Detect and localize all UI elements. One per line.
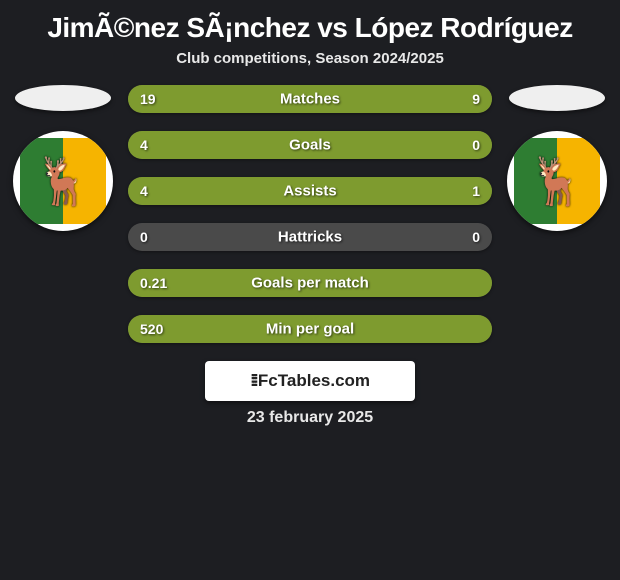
stat-row: 0.21 Goals per match bbox=[128, 269, 492, 297]
player2-column: 🦌 bbox=[502, 85, 612, 231]
page-title: JimÃ©nez SÃ¡nchez vs López Rodríguez bbox=[0, 0, 620, 50]
stat-row: 4 Assists 1 bbox=[128, 177, 492, 205]
stat-row: 0 Hattricks 0 bbox=[128, 223, 492, 251]
stat-label: Goals per match bbox=[251, 275, 369, 292]
player1-club-badge: 🦌 bbox=[13, 131, 113, 231]
stat-value-right: 9 bbox=[472, 91, 480, 107]
player2-club-badge: 🦌 bbox=[507, 131, 607, 231]
player1-flag-icon bbox=[15, 85, 111, 111]
stat-value-left: 0 bbox=[140, 229, 148, 245]
stat-value-left: 520 bbox=[140, 321, 163, 337]
brand-text: FcTables.com bbox=[258, 371, 370, 390]
stat-label: Assists bbox=[283, 183, 336, 200]
brand-spark-icon: ⁞⁞⁞ bbox=[250, 371, 255, 390]
stat-value-right: 0 bbox=[472, 229, 480, 245]
stat-label: Min per goal bbox=[266, 321, 354, 338]
stat-value-left: 0.21 bbox=[140, 275, 167, 291]
stat-bar-left bbox=[128, 177, 419, 205]
stat-value-right: 1 bbox=[472, 183, 480, 199]
stat-bar-right bbox=[419, 177, 492, 205]
stat-row: 19 Matches 9 bbox=[128, 85, 492, 113]
date-text: 23 february 2025 bbox=[0, 409, 620, 427]
subtitle: Club competitions, Season 2024/2025 bbox=[0, 50, 620, 85]
player2-flag-icon bbox=[509, 85, 605, 111]
stat-row: 4 Goals 0 bbox=[128, 131, 492, 159]
brand-badge: ⁞⁞⁞FcTables.com bbox=[205, 361, 415, 401]
stat-value-left: 4 bbox=[140, 137, 148, 153]
stat-value-left: 19 bbox=[140, 91, 156, 107]
stat-label: Goals bbox=[289, 137, 331, 154]
stats-bars: 19 Matches 9 4 Goals 0 4 Assists 1 0 Hattricks 0 0.2… bbox=[118, 85, 502, 343]
stat-value-left: 4 bbox=[140, 183, 148, 199]
stat-label: Matches bbox=[280, 91, 340, 108]
stat-value-right: 0 bbox=[472, 137, 480, 153]
comparison-content: 🦌 19Matches94Goals04Assists10Hattricks00… bbox=[0, 85, 620, 343]
deer-icon: 🦌 bbox=[34, 158, 91, 204]
player1-column: 🦌 bbox=[8, 85, 118, 231]
stat-label: Hattricks bbox=[278, 229, 342, 246]
stat-row: 520 Min per goal bbox=[128, 315, 492, 343]
deer-icon: 🦌 bbox=[528, 158, 585, 204]
